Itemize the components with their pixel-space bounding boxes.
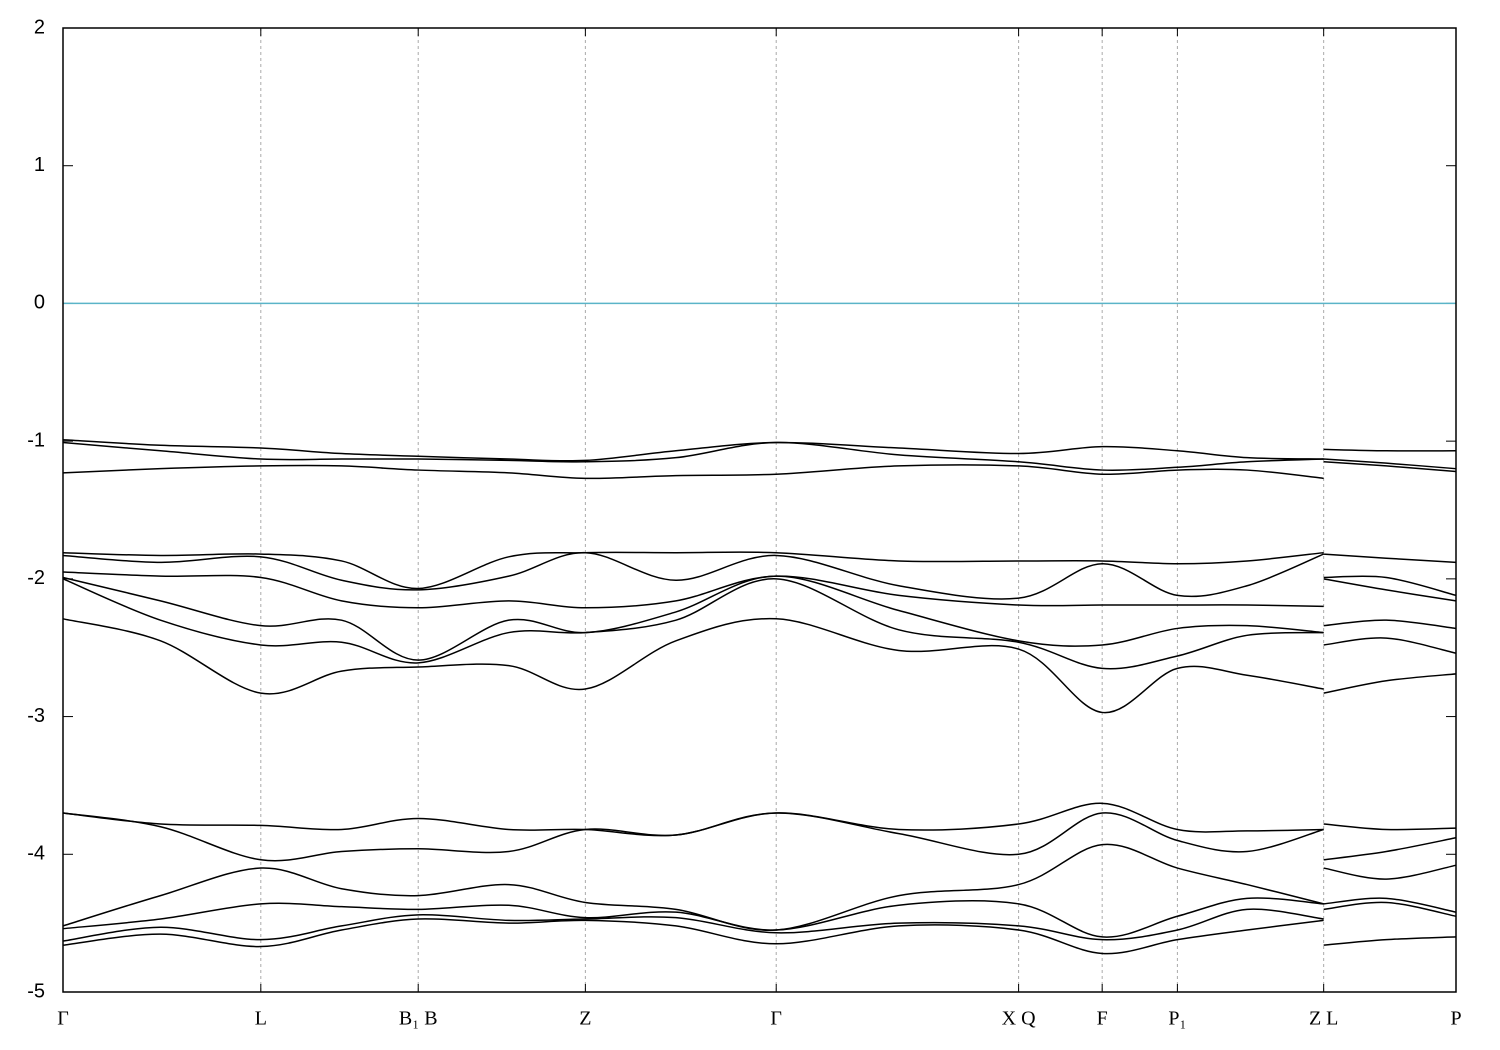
band-line — [62, 439, 1457, 462]
band-line — [62, 441, 1457, 472]
band-line — [62, 617, 1457, 714]
x-tick-label: Γ — [57, 1008, 69, 1030]
plot-frame — [62, 27, 1457, 993]
y-tick-label: -3 — [27, 705, 45, 727]
y-tick-label: -4 — [27, 843, 45, 865]
band-line — [62, 901, 1457, 942]
x-tick-label: P₁ — [1168, 1008, 1186, 1030]
band-line — [62, 897, 1457, 938]
band-line — [62, 812, 1457, 862]
y-tick-label: 0 — [34, 292, 45, 314]
x-tick-label: F — [1097, 1008, 1108, 1030]
x-tick-label: X Q — [1002, 1008, 1036, 1030]
band-line — [62, 578, 1457, 670]
y-tick-label: 2 — [34, 16, 45, 38]
band-line — [62, 461, 1457, 480]
x-tick-label: P — [1450, 1008, 1461, 1030]
band-line — [62, 571, 1457, 609]
band-line — [62, 551, 1457, 600]
x-tick-label: L — [255, 1008, 267, 1030]
band-line — [62, 575, 1457, 661]
band-line — [62, 843, 1457, 931]
x-tick-label: Z — [579, 1008, 591, 1030]
y-tick-label: -2 — [27, 567, 45, 589]
x-tick-label: Z L — [1309, 1008, 1338, 1030]
x-tick-label: B₁ B — [399, 1008, 438, 1030]
x-tick-label: Γ — [770, 1008, 782, 1030]
band-line — [62, 918, 1457, 955]
y-tick-label: -5 — [27, 980, 45, 1002]
band-line — [62, 551, 1457, 590]
y-tick-label: -1 — [27, 429, 45, 451]
y-tick-label: 1 — [34, 154, 45, 176]
